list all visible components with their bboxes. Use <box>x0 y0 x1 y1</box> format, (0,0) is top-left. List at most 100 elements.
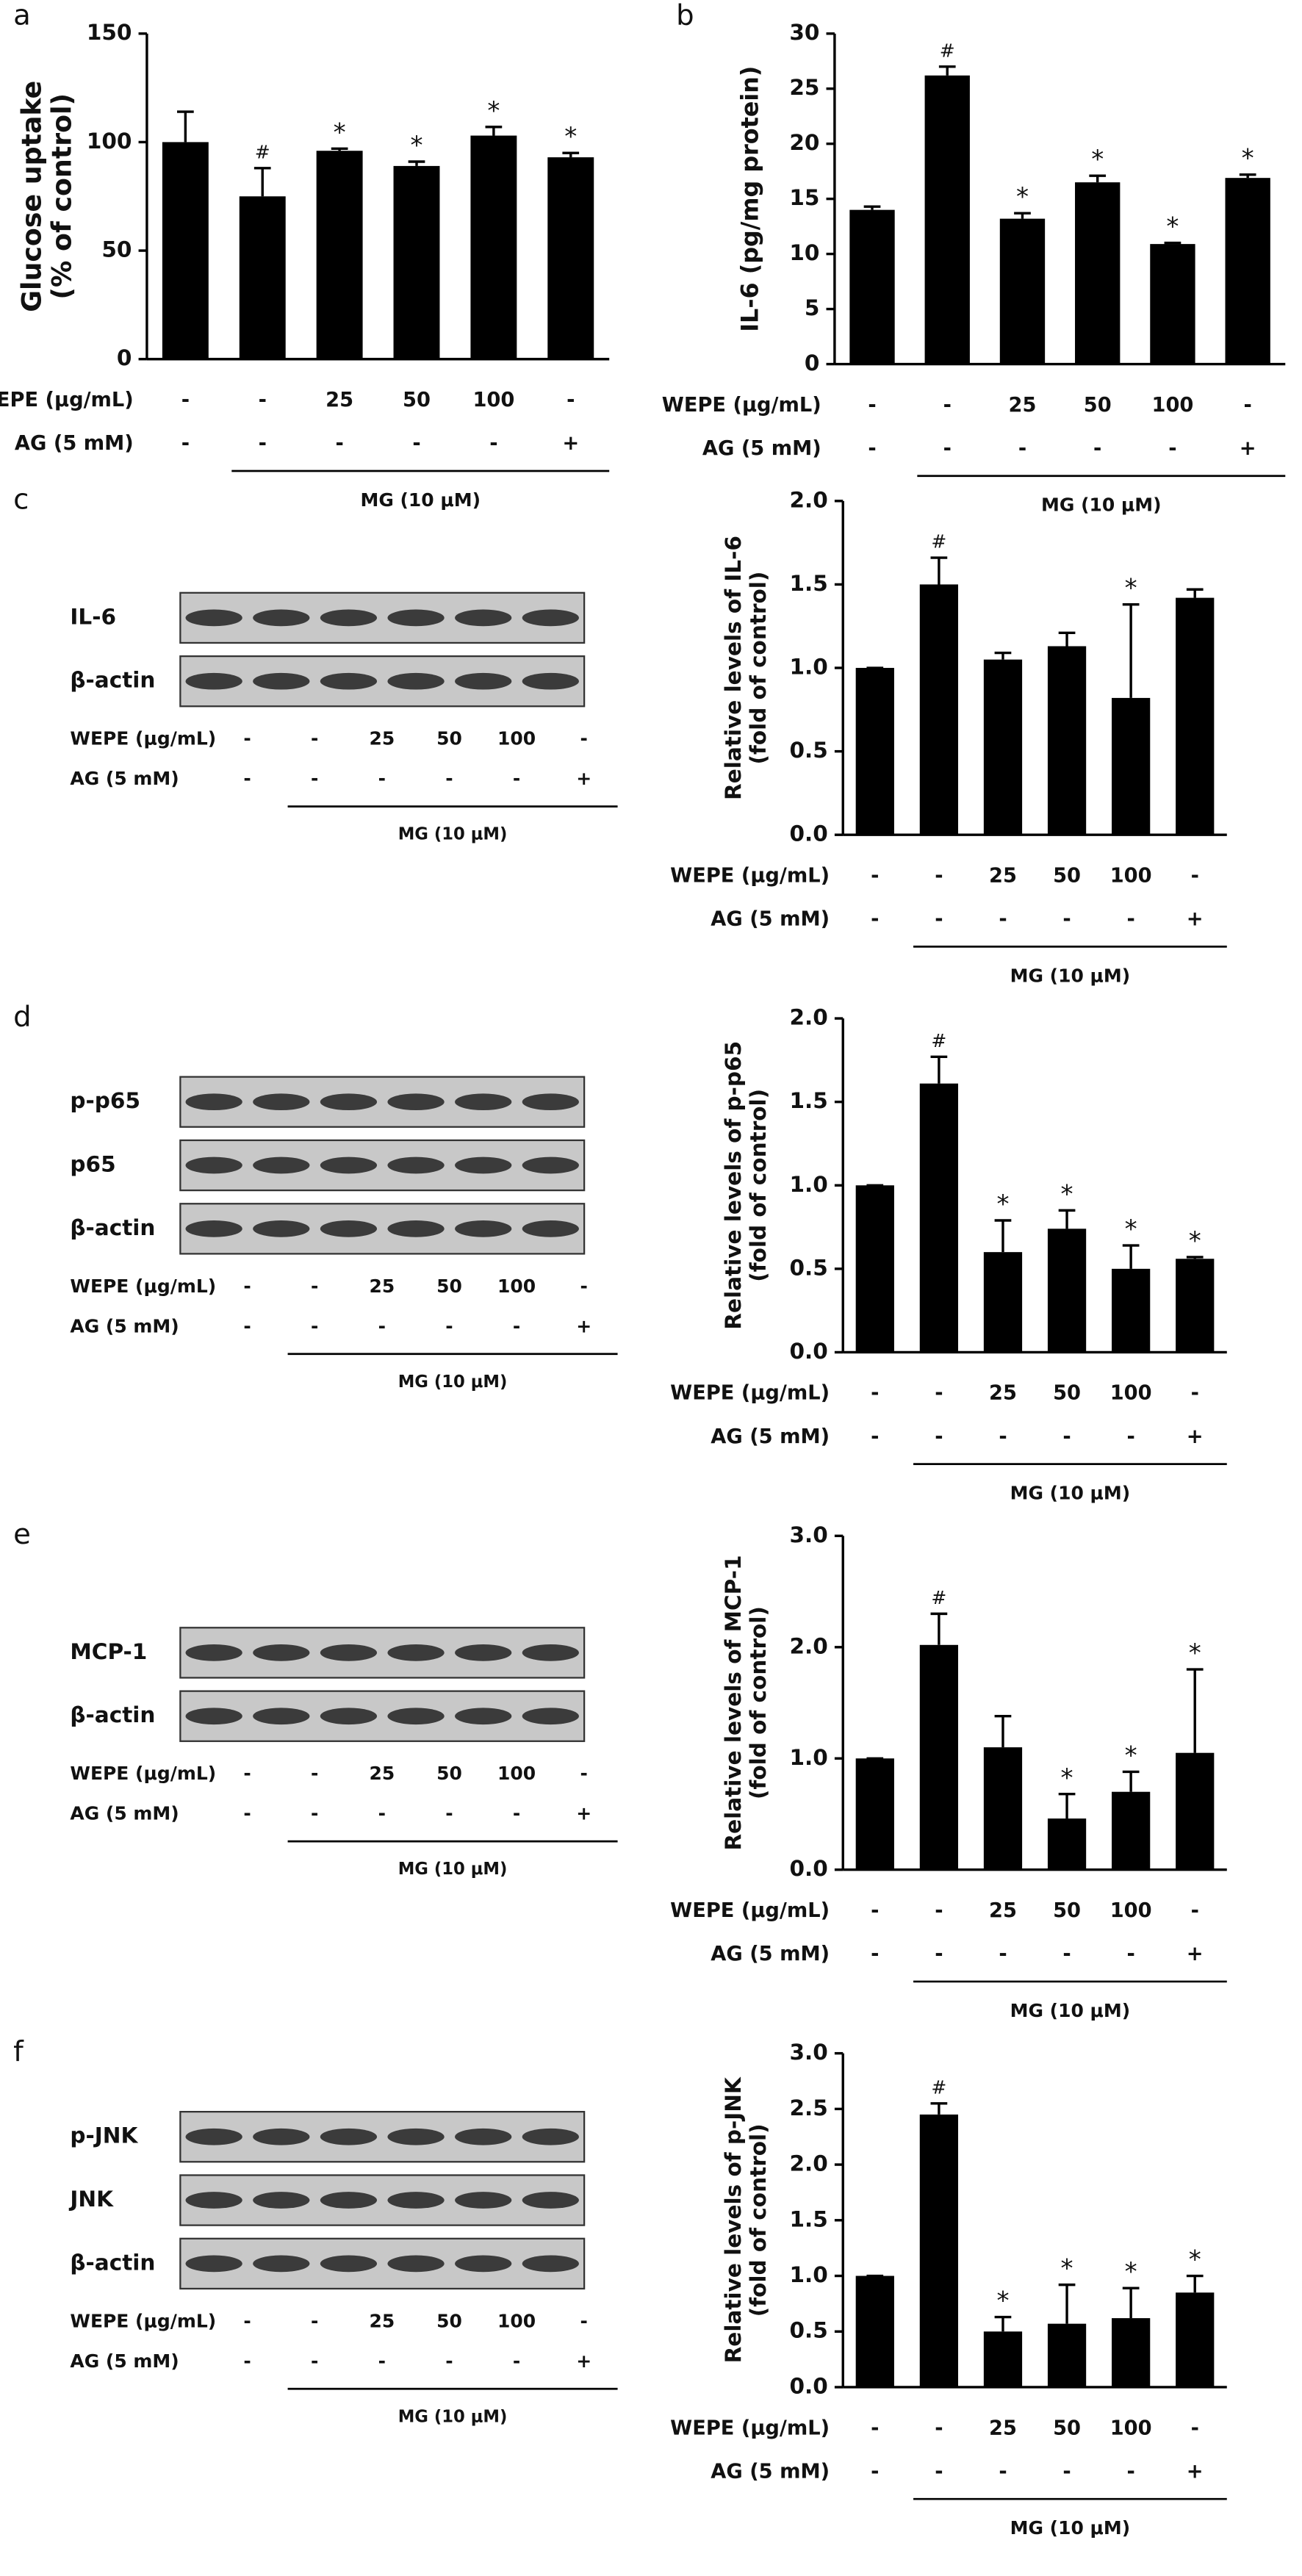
significance-mark: * <box>1061 1763 1073 1793</box>
blot-band <box>185 672 242 690</box>
blot-band <box>185 2192 242 2209</box>
treatment-value: 50 <box>1053 2417 1081 2439</box>
bar <box>1047 646 1087 835</box>
blot-band <box>185 609 242 627</box>
y-axis-label: Relative levels of p-JNK <box>721 2076 746 2363</box>
bar <box>470 135 517 359</box>
y-tick-label: 2.0 <box>790 1005 828 1030</box>
significance-mark: * <box>1189 1638 1201 1668</box>
treatment-value: - <box>311 728 318 749</box>
significance-mark: # <box>931 2076 946 2098</box>
treatment-value: - <box>1191 2417 1199 2439</box>
blot-band <box>455 1708 512 1725</box>
blot-band <box>455 1220 512 1237</box>
error-bar <box>1164 241 1181 245</box>
significance-mark: * <box>1166 212 1179 242</box>
blot-band <box>253 1644 310 1661</box>
treatment-value: - <box>243 768 251 789</box>
y-axis-label: Relative levels of MCP-1 <box>721 1555 746 1850</box>
treatment-value: - <box>243 1803 251 1824</box>
treatment-label: AG (5 mM) <box>702 437 821 460</box>
treatment-value: - <box>999 2460 1007 2483</box>
treatment-value: 50 <box>1084 394 1112 417</box>
significance-mark: * <box>410 131 422 160</box>
error-bar <box>1058 1209 1076 1229</box>
blot-label: p65 <box>70 1152 115 1177</box>
treatment-value: - <box>311 1315 318 1336</box>
y-tick-label: 0 <box>117 345 132 370</box>
treatment-value: + <box>1187 908 1204 931</box>
treatment-value: - <box>311 1276 318 1297</box>
treatment-value: - <box>445 1803 453 1824</box>
significance-mark: # <box>931 1030 946 1051</box>
blot-strip <box>179 2237 586 2290</box>
treatment-value: - <box>1191 1382 1199 1405</box>
group-label: MG (10 μM) <box>1041 494 1162 516</box>
treatment-value: - <box>1126 2460 1134 2483</box>
blot-band <box>387 1708 445 1725</box>
panel-label: c <box>13 483 29 516</box>
treatment-value: - <box>935 865 943 888</box>
treatment-value: - <box>1126 1943 1134 1965</box>
treatment-value: - <box>378 1803 386 1824</box>
y-tick-label: 0.5 <box>790 738 828 763</box>
bar <box>316 151 363 359</box>
y-tick-label: 1.5 <box>790 2206 828 2231</box>
treatment-label: WEPE (μg/mL) <box>0 389 134 411</box>
treatment-label: AG (5 mM) <box>711 1943 830 1965</box>
blot-band <box>320 1644 378 1661</box>
significance-mark: * <box>1125 1741 1137 1770</box>
y-tick-label: 0.0 <box>790 821 828 846</box>
treatment-value: - <box>445 768 453 789</box>
treatment-value: - <box>243 2310 251 2331</box>
y-tick-label: 50 <box>101 237 132 262</box>
blot-band <box>320 1708 378 1725</box>
panel-label: d <box>13 1001 32 1034</box>
treatment-label: AG (5 mM) <box>711 908 830 931</box>
treatment-value: - <box>935 1425 943 1448</box>
y-tick-label: 15 <box>789 185 819 210</box>
group-label: MG (10 μM) <box>398 825 508 844</box>
treatment-value: - <box>935 1899 943 1922</box>
treatment-value: - <box>378 1315 386 1336</box>
treatment-value: - <box>567 389 575 411</box>
group-label: MG (10 μM) <box>1010 965 1131 986</box>
error-bar <box>408 160 425 166</box>
error-bar <box>1089 174 1107 183</box>
bar <box>1047 1228 1087 1353</box>
treatment-value: - <box>513 2350 520 2372</box>
treatment-value: - <box>999 908 1007 931</box>
significance-mark: * <box>1125 1215 1137 1244</box>
treatment-value: 25 <box>1009 394 1037 417</box>
blot-strip <box>179 1203 586 1255</box>
group-label: MG (10 μM) <box>360 489 481 511</box>
error-bar <box>1122 2287 1140 2319</box>
error-bar <box>994 2315 1012 2332</box>
blot-band <box>455 609 512 627</box>
y-axis-label: (fold of control) <box>746 1089 771 1282</box>
treatment-value: - <box>871 1425 879 1448</box>
bar <box>924 75 970 364</box>
treatment-label: AG (5 mM) <box>70 768 179 789</box>
significance-mark: * <box>996 1190 1009 1219</box>
treatment-value: + <box>576 768 591 789</box>
treatment-value: - <box>871 2460 879 2483</box>
error-bar <box>1186 1668 1204 1753</box>
blot-band <box>253 1220 310 1237</box>
significance-mark: * <box>1125 2257 1137 2287</box>
bar <box>855 2275 894 2387</box>
treatment-value: 50 <box>1053 865 1081 888</box>
treatment-value: 100 <box>1110 1382 1152 1405</box>
treatment-value: 100 <box>1110 2417 1152 2439</box>
treatment-label: WEPE (μg/mL) <box>70 728 216 749</box>
y-axis-label: (fold of control) <box>746 572 771 765</box>
blot-band <box>185 2255 242 2273</box>
blot-band <box>522 1093 579 1111</box>
treatment-value: - <box>445 2350 453 2372</box>
blot-label: p-p65 <box>70 1088 140 1113</box>
treatment-value: 100 <box>1110 865 1152 888</box>
treatment-value: - <box>871 2417 879 2439</box>
blot-band <box>320 1156 378 1174</box>
error-bar <box>485 126 503 136</box>
y-axis-label: Glucose uptake <box>15 81 47 312</box>
